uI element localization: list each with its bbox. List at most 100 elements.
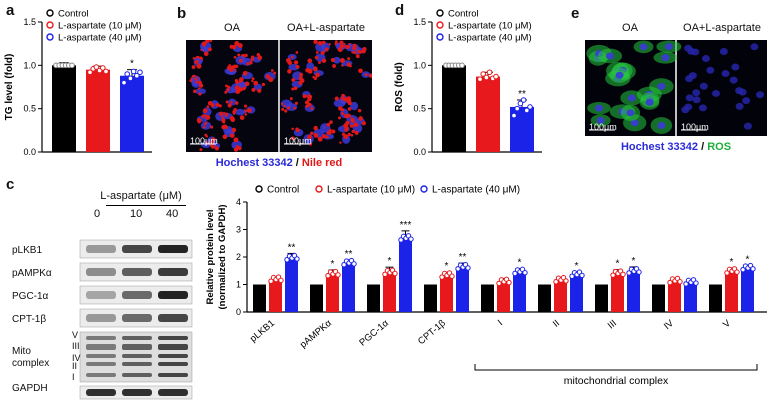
lipid-droplet	[299, 72, 304, 77]
western-blot: L-aspartate (μM) 0 10 40 pLKB1 pAMPKα PG…	[8, 190, 194, 400]
lipid-droplet	[242, 71, 248, 76]
blot-band	[158, 389, 188, 396]
data-point	[483, 74, 490, 81]
bar	[383, 272, 396, 312]
lipid-droplet	[352, 43, 357, 48]
lipid-droplet	[307, 97, 312, 102]
lipid-droplet	[307, 68, 313, 74]
lipid-droplet	[210, 125, 214, 129]
lipid-droplet	[257, 55, 263, 61]
lipid-droplet	[361, 121, 366, 126]
lipid-droplet	[253, 80, 259, 86]
bar	[513, 271, 526, 312]
bar	[554, 279, 567, 312]
nucleus	[350, 101, 359, 111]
lipid-droplet	[361, 48, 366, 54]
data-point	[517, 100, 524, 107]
lipid-droplet	[209, 40, 213, 43]
lipid-droplet	[238, 79, 242, 83]
data-point	[449, 273, 455, 279]
lipid-droplet	[364, 73, 368, 77]
lipid-droplet	[281, 107, 285, 111]
panel-label-d: d	[395, 2, 405, 19]
blot-band	[86, 268, 116, 276]
lipid-droplet	[222, 134, 228, 140]
lipid-droplet	[358, 50, 362, 54]
lipid-droplet	[332, 64, 336, 68]
data-point	[734, 269, 740, 275]
significance-mark: **	[345, 249, 353, 260]
bar	[285, 257, 298, 312]
lipid-droplet	[293, 106, 297, 110]
lipid-droplet	[233, 107, 237, 112]
lipid-droplet	[234, 79, 239, 83]
legend-marker	[315, 185, 323, 193]
data-point	[693, 280, 699, 286]
blot-image	[79, 239, 193, 400]
blot-band	[122, 336, 152, 340]
nucleus	[699, 82, 708, 90]
lipid-droplet	[287, 69, 292, 74]
lipid-droplet	[357, 108, 362, 113]
lipid-droplet	[293, 60, 299, 65]
legend-label: Control	[448, 9, 479, 20]
blot-band	[86, 344, 116, 350]
legend-label: Control	[267, 185, 299, 196]
lipid-droplet	[237, 53, 241, 57]
lipid-droplet	[198, 92, 202, 96]
lipid-droplet	[251, 79, 254, 83]
lipid-droplet	[194, 77, 198, 81]
lipid-droplet	[199, 148, 203, 152]
lipid-droplet	[238, 58, 243, 63]
lipid-droplet	[353, 122, 359, 127]
chart-c: 0 1 2 3 4 Relative protein level (normalized t…	[205, 185, 767, 387]
lipid-droplet	[204, 133, 208, 137]
lipid-droplet	[351, 129, 355, 134]
lipid-droplet	[338, 106, 343, 111]
lipid-droplet	[193, 89, 197, 94]
x-tick-label: CPT-1β	[416, 318, 448, 348]
lipid-droplet	[251, 77, 255, 81]
data-point	[87, 69, 93, 76]
lipid-droplet	[232, 112, 236, 115]
lipid-droplet	[244, 113, 248, 116]
bar	[120, 75, 144, 152]
lipid-droplet	[302, 94, 307, 99]
lipid-droplet	[330, 57, 336, 63]
nucleus	[742, 97, 751, 105]
group-bracket	[474, 364, 758, 371]
blot-row-gapdh: GAPDH	[12, 383, 48, 394]
bar	[326, 273, 339, 312]
data-point	[636, 269, 642, 275]
bar	[440, 274, 453, 312]
lipid-droplet	[346, 98, 352, 104]
lipid-droplet	[222, 120, 226, 124]
bar	[570, 274, 583, 312]
bar	[86, 69, 110, 152]
lipid-droplet	[210, 144, 213, 148]
lipid-droplet	[286, 106, 291, 110]
lipid-droplet	[225, 84, 228, 88]
blot-header-line	[106, 205, 186, 206]
bar	[253, 284, 266, 312]
nucleus	[706, 66, 715, 74]
lipid-droplet	[251, 87, 256, 92]
nucleus	[750, 43, 759, 51]
significance-mark: *	[746, 254, 750, 265]
bar	[725, 270, 738, 312]
significance-mark: **	[518, 89, 526, 100]
lipid-droplet	[205, 141, 208, 144]
blot-header: L-aspartate (μM)	[100, 190, 182, 202]
nucleus	[596, 116, 605, 124]
data-point	[455, 266, 461, 272]
blot-row-mito: Mito complex	[12, 346, 50, 369]
lipid-droplet	[339, 40, 344, 45]
lipid-droplet	[341, 132, 346, 136]
data-point	[294, 256, 300, 262]
lipid-droplet	[257, 88, 262, 93]
blot-band	[158, 344, 188, 350]
blot-band	[158, 373, 188, 377]
lipid-droplet	[293, 86, 298, 91]
lipid-droplet	[325, 135, 329, 139]
lipid-droplet	[295, 51, 299, 54]
